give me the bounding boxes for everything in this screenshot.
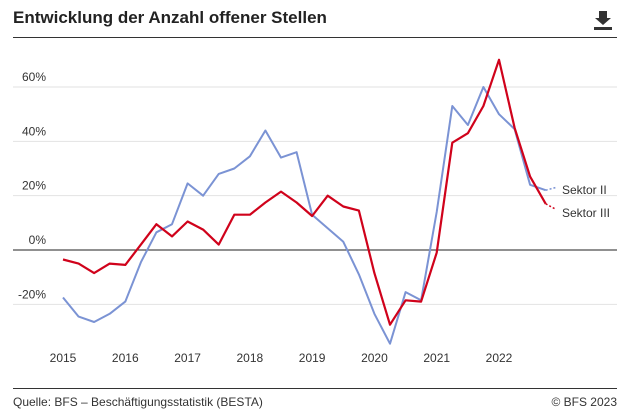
y-tick-label: 40% — [22, 124, 46, 138]
series-extension — [545, 203, 557, 210]
x-tick-label: 2022 — [486, 351, 513, 365]
y-tick-label: 20% — [22, 179, 46, 193]
x-tick-label: 2021 — [423, 351, 450, 365]
x-tick-label: 2015 — [50, 351, 77, 365]
grid-lines — [13, 86, 617, 305]
x-tick-label: 2019 — [299, 351, 326, 365]
series-line-sektor-iii — [62, 58, 547, 326]
series-labels: Sektor II Sektor III — [562, 183, 610, 220]
line-chart: 60% 40% 20% 0% -20% 2015 2016 2017 2018 2019 2020… — [13, 58, 617, 365]
series-lines — [62, 58, 557, 345]
page-title: Entwicklung der Anzahl offener Stellen — [13, 8, 327, 27]
series-line-sektor-ii — [62, 86, 547, 345]
series-label-sektor-ii: Sektor II — [562, 183, 607, 197]
header-divider — [13, 37, 617, 38]
series-extension — [545, 186, 556, 191]
y-tick-label: -20% — [18, 287, 46, 301]
x-tick-label: 2020 — [361, 351, 388, 365]
footer-divider — [13, 388, 617, 389]
y-tick-label: 60% — [22, 70, 46, 84]
y-axis-ticks: 60% 40% 20% 0% -20% — [18, 70, 46, 301]
download-icon[interactable] — [592, 9, 614, 31]
copyright: © BFS 2023 — [551, 395, 617, 409]
x-tick-label: 2018 — [237, 351, 264, 365]
y-tick-label: 0% — [29, 233, 47, 247]
x-axis-ticks: 2015 2016 2017 2018 2019 2020 2021 2022 — [50, 351, 513, 365]
source-note: Quelle: BFS – Beschäftigungsstatistik (B… — [13, 395, 263, 409]
series-label-sektor-iii: Sektor III — [562, 206, 610, 220]
x-tick-label: 2017 — [174, 351, 201, 365]
x-tick-label: 2016 — [112, 351, 139, 365]
